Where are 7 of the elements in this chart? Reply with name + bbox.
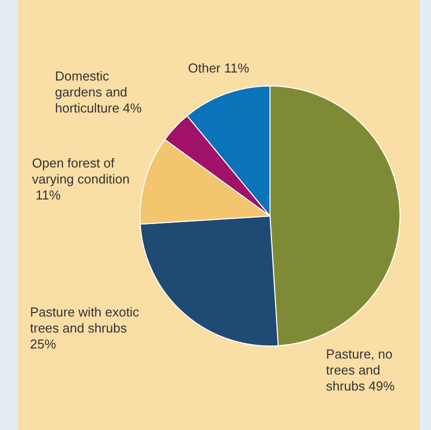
slice-label: Pasture with exotic trees and shrubs: [30, 304, 143, 336]
slice-label: Open forest of varying condition: [32, 156, 130, 186]
slice-label: Pasture, no trees and shrubs 49%: [326, 346, 396, 394]
slice-label: Domestic gardens and horticulture 4%: [55, 68, 142, 116]
slice-label: Other 11%: [188, 60, 250, 76]
data-label: 11%: [32, 188, 62, 202]
data-label: 25%: [30, 336, 56, 352]
